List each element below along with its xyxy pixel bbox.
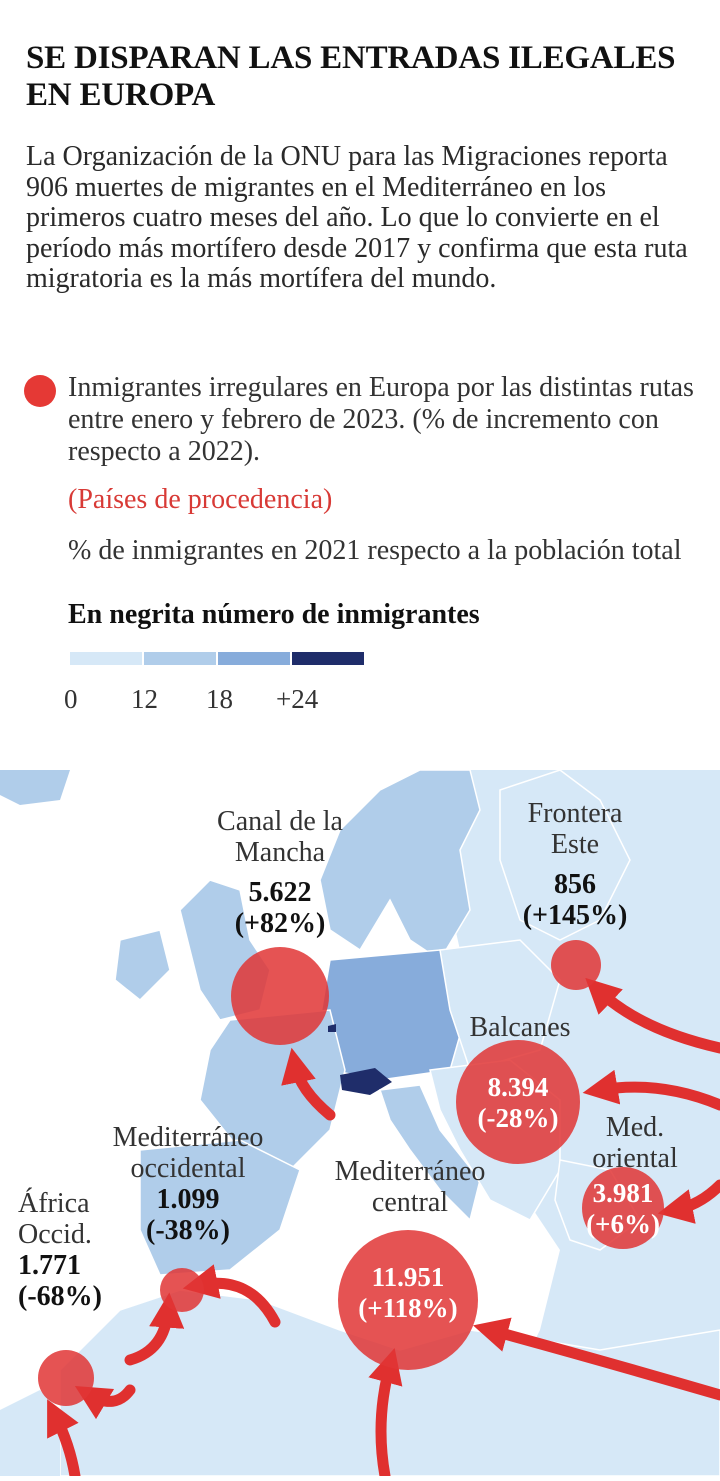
route-change-africa: (-68%) xyxy=(18,1281,102,1312)
region-iberia xyxy=(139,1139,301,1276)
route-change-central: (+118%) xyxy=(358,1293,458,1323)
legend-circle-text: Inmigrantes irregulares en Europa por la… xyxy=(68,372,694,467)
route-name-africa: África Occid. xyxy=(18,1188,92,1250)
route-name-canal: Canal de la Mancha xyxy=(217,806,343,868)
circle-label-balcanes: 8.394 (-28%) xyxy=(458,1072,578,1134)
circle-label-oriental: 3.981 (+6%) xyxy=(578,1178,668,1240)
region-luxembourg xyxy=(328,1024,336,1032)
intro-paragraph: La Organización de la ONU para las Migra… xyxy=(26,141,688,294)
legend-percent-text: % de inmigrantes en 2021 respecto a la p… xyxy=(68,535,682,566)
arrow-occ-2 xyxy=(124,1292,185,1366)
region-west-africa xyxy=(0,1390,60,1476)
scale-swatch-2 xyxy=(218,652,290,665)
arrow-central-east xyxy=(473,1317,720,1401)
region-italy xyxy=(378,1084,481,1222)
route-count-occidental: 1.099 xyxy=(156,1184,220,1215)
route-name-balcanes: Balcanes xyxy=(469,1012,571,1043)
region-finland xyxy=(499,769,631,941)
route-change-balcanes: (-28%) xyxy=(477,1103,559,1133)
arrow-balcanes xyxy=(582,1069,720,1111)
circle-africa xyxy=(38,1350,94,1406)
scale-swatch-1 xyxy=(144,652,216,665)
region-scandinavia xyxy=(319,769,481,962)
circle-canal xyxy=(231,947,329,1045)
legend-origin-text: (Países de procedencia) xyxy=(68,484,333,515)
circle-central xyxy=(338,1230,478,1370)
route-label-africa: África Occid. 1.771 (-68%) xyxy=(18,1188,118,1312)
region-ireland xyxy=(114,929,171,1002)
circle-label-central: 11.951 (+118%) xyxy=(343,1262,473,1324)
circle-este xyxy=(551,940,601,990)
europe-map: Canal de la Mancha 5.622 (+82%) Frontera… xyxy=(0,769,720,1481)
page-title: SE DISPARAN LAS ENTRADAS ILEGALES EN EUR… xyxy=(26,40,676,113)
route-change-este: (+145%) xyxy=(522,900,628,931)
arrow-central-south xyxy=(368,1348,403,1481)
legend-bold-text: En negrita número de inmigrantes xyxy=(68,599,480,630)
arrow-africa-2 xyxy=(47,1399,81,1481)
circle-balcanes xyxy=(456,1040,580,1164)
route-count-canal: 5.622 xyxy=(248,877,312,908)
route-label-canal: Canal de la Mancha 5.622 (+82%) xyxy=(200,806,360,939)
route-count-oriental: 3.981 xyxy=(592,1178,654,1208)
color-scale xyxy=(70,652,364,665)
scale-tick-2: 18 xyxy=(206,684,233,714)
scale-swatch-0 xyxy=(70,652,142,665)
route-label-este: Frontera Este 856 (+145%) xyxy=(500,798,650,931)
route-label-occidental: Mediterráneo occidental 1.099 (-38%) xyxy=(88,1122,288,1246)
legend-circle-icon xyxy=(24,375,56,407)
route-name-oriental: Med. oriental xyxy=(592,1112,678,1174)
route-name-este: Frontera Este xyxy=(527,798,623,860)
route-circles xyxy=(38,940,664,1406)
route-name-central: Mediterráneo central xyxy=(334,1156,486,1218)
arrow-africa-1 xyxy=(74,1384,136,1420)
arrow-canal xyxy=(281,1047,336,1121)
route-change-canal: (+82%) xyxy=(234,908,326,939)
route-count-balcanes: 8.394 xyxy=(487,1072,549,1102)
arrow-oriental xyxy=(657,1179,720,1224)
route-change-occidental: (-38%) xyxy=(146,1215,230,1246)
scale-tick-1: 12 xyxy=(131,684,158,714)
scale-tick-0: 0 xyxy=(64,684,78,714)
route-name-occidental: Mediterráneo occidental xyxy=(112,1122,264,1184)
scale-tick-3: +24 xyxy=(276,684,319,714)
route-arrows xyxy=(47,977,720,1481)
route-count-central: 11.951 xyxy=(371,1262,445,1292)
route-count-africa: 1.771 xyxy=(18,1250,81,1281)
arrow-este xyxy=(585,977,720,1054)
arrow-occ-1 xyxy=(182,1264,281,1328)
circle-occidental xyxy=(160,1268,204,1312)
route-count-este: 856 xyxy=(554,869,596,900)
region-switzerland xyxy=(340,1068,392,1095)
land-regions xyxy=(0,769,720,1477)
region-iceland xyxy=(0,770,70,805)
scale-swatch-3 xyxy=(292,652,364,665)
circle-oriental xyxy=(582,1167,664,1249)
route-change-oriental: (+6%) xyxy=(586,1209,660,1239)
